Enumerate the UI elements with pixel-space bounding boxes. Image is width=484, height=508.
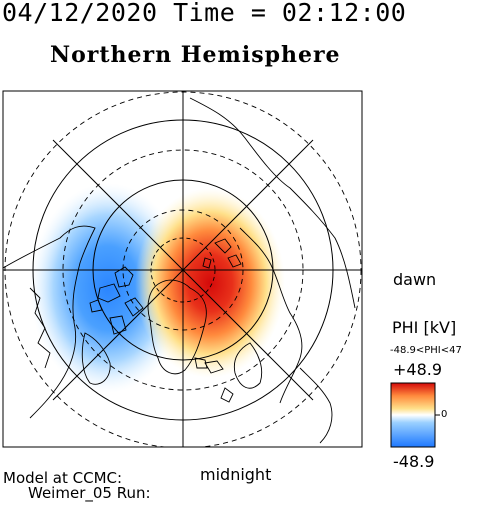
colorbar-max-label: +48.9 bbox=[393, 360, 443, 379]
eurasia-north-coast bbox=[239, 227, 303, 404]
date-time-title: 04/12/2020 Time = 02:12:00 bbox=[2, 0, 407, 27]
footer-run: Weimer_05 Run: bbox=[28, 484, 151, 502]
iceland bbox=[194, 357, 224, 374]
hudson-bay bbox=[81, 332, 111, 385]
scandinavia-coast bbox=[220, 342, 263, 403]
footer-model: Model at CCMC: bbox=[3, 469, 123, 487]
colorbar-title: PHI [kV] bbox=[392, 318, 457, 337]
svalbard-islands bbox=[202, 238, 242, 269]
greenland-coast bbox=[147, 279, 207, 375]
colorbar-zero-label: 0 bbox=[441, 409, 448, 420]
colorbar-min-label: -48.9 bbox=[393, 452, 435, 471]
europe-coast bbox=[299, 367, 333, 444]
colorbar bbox=[390, 382, 436, 448]
arctic-islands bbox=[89, 266, 144, 335]
meridian-diag-2 bbox=[52, 139, 314, 401]
polar-map bbox=[2, 90, 440, 448]
potential-field bbox=[30, 183, 285, 393]
north-america-coast bbox=[3, 225, 96, 419]
colorbar-range: -48.9<PHI<47 bbox=[390, 345, 462, 356]
siberia-coast bbox=[189, 97, 356, 309]
dawn-label: dawn bbox=[393, 270, 437, 289]
midnight-label: midnight bbox=[200, 465, 272, 484]
hemisphere-title: Northern Hemisphere bbox=[50, 42, 341, 68]
coastlines bbox=[3, 97, 356, 444]
longitude-grid bbox=[3, 91, 362, 447]
